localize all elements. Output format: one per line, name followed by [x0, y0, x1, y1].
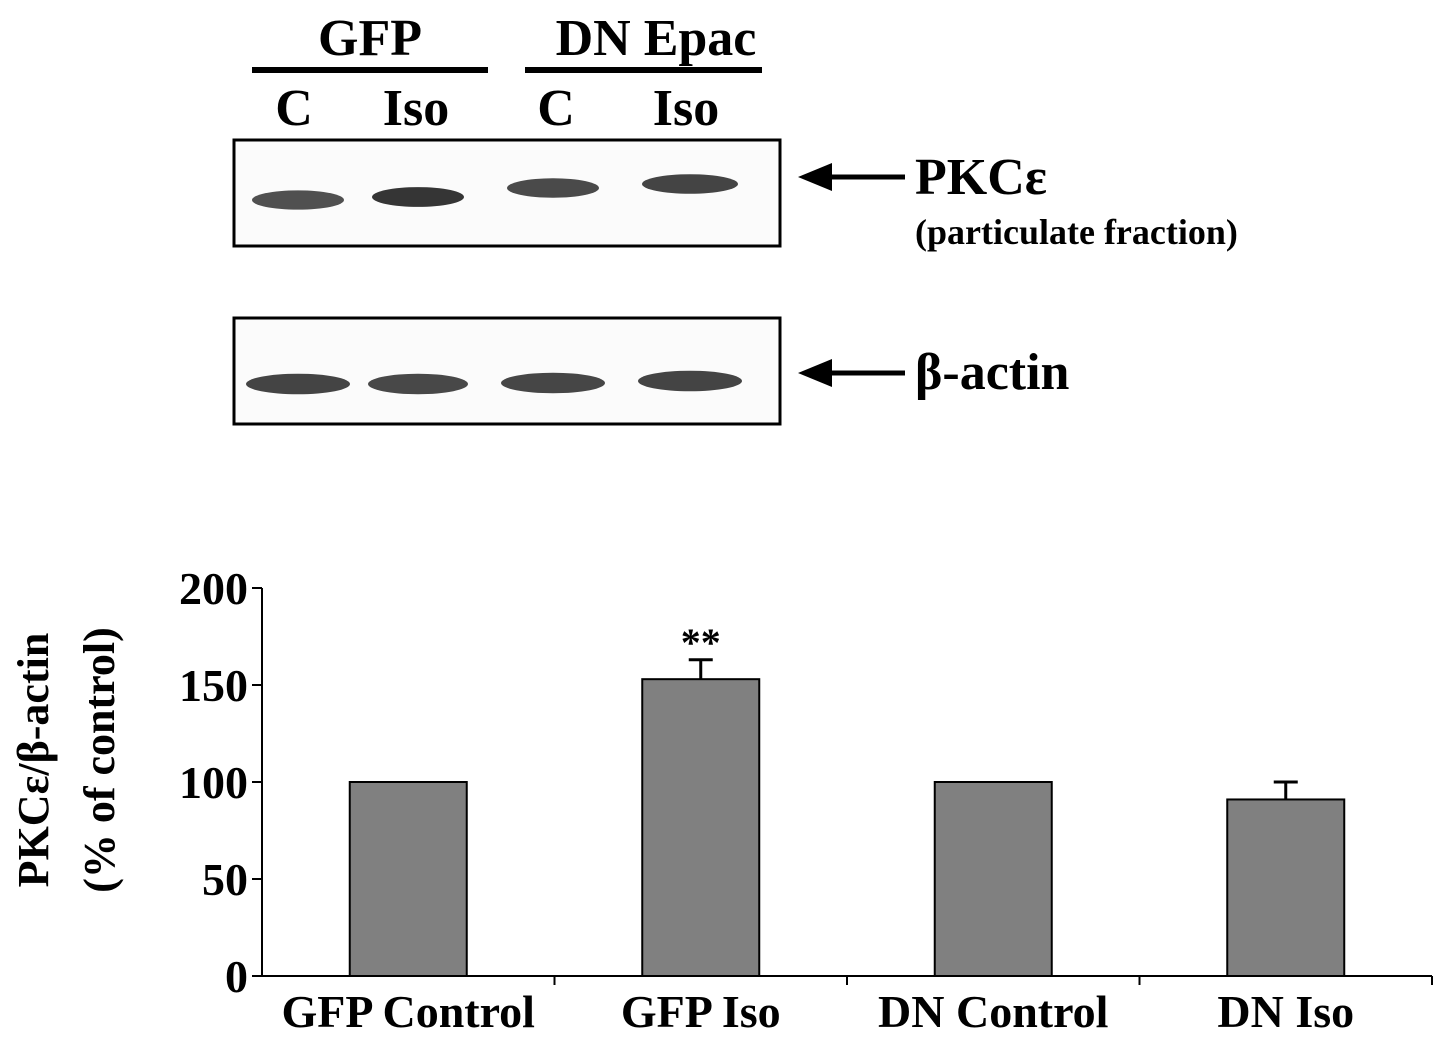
- blot-group-label-gfp: GFP: [318, 10, 422, 67]
- bar: [933, 781, 1053, 977]
- bands-beta-actin: [246, 370, 742, 395]
- y-axis-label: PKCε/β-actin (% of control): [9, 627, 124, 893]
- y-tick-label: 150: [179, 660, 248, 711]
- blot-lane-label: C: [275, 80, 313, 137]
- plot-area: 0 50 100 150 200 GFP Control ** GFP Iso DN Contr…: [179, 563, 1433, 1037]
- blot-lane-label: Iso: [653, 80, 719, 137]
- x-tick-label: GFP Iso: [621, 986, 781, 1037]
- bar-chart: PKCε/β-actin (% of control) 0 50 100 150 200…: [9, 563, 1433, 1037]
- blot-band: [507, 178, 599, 198]
- blot-band: [246, 373, 350, 395]
- significance-label: **: [681, 620, 721, 665]
- blot-band: [642, 174, 738, 194]
- blot-band: [501, 372, 605, 394]
- bar: [641, 678, 761, 977]
- western-blot: GFP DN Epac C Iso C Iso PKCε (particulat…: [232, 10, 1238, 426]
- y-axis-label-line1: PKCε/β-actin: [9, 633, 58, 888]
- arrow-icon: [798, 163, 905, 191]
- arrow-icon: [798, 359, 905, 387]
- x-tick-label: DN Control: [878, 986, 1108, 1037]
- x-tick-label: GFP Control: [282, 986, 535, 1037]
- y-tick-label: 0: [225, 951, 248, 1002]
- blot-group-label-dn-epac: DN Epac: [556, 10, 757, 67]
- blot-lane-label: Iso: [383, 80, 449, 137]
- y-axis-label-line2: (% of control): [75, 627, 124, 893]
- blot-protein-label-beta-actin: β-actin: [915, 344, 1070, 401]
- y-tick-label: 50: [202, 854, 248, 905]
- x-tick-label: DN Iso: [1217, 986, 1354, 1037]
- bar: [348, 781, 468, 977]
- blot-band: [638, 370, 742, 392]
- y-tick-label: 100: [179, 757, 248, 808]
- blot-protein-label-pkce: PKCε: [915, 149, 1047, 206]
- blot-note-label: (particulate fraction): [915, 212, 1238, 252]
- bar: [1226, 798, 1346, 978]
- y-tick-label: 200: [179, 563, 248, 614]
- blot-band: [252, 190, 344, 210]
- blot-band: [368, 373, 468, 395]
- blot-lane-label: C: [537, 80, 575, 137]
- bands-pkce: [252, 174, 738, 210]
- blot-band: [372, 187, 464, 207]
